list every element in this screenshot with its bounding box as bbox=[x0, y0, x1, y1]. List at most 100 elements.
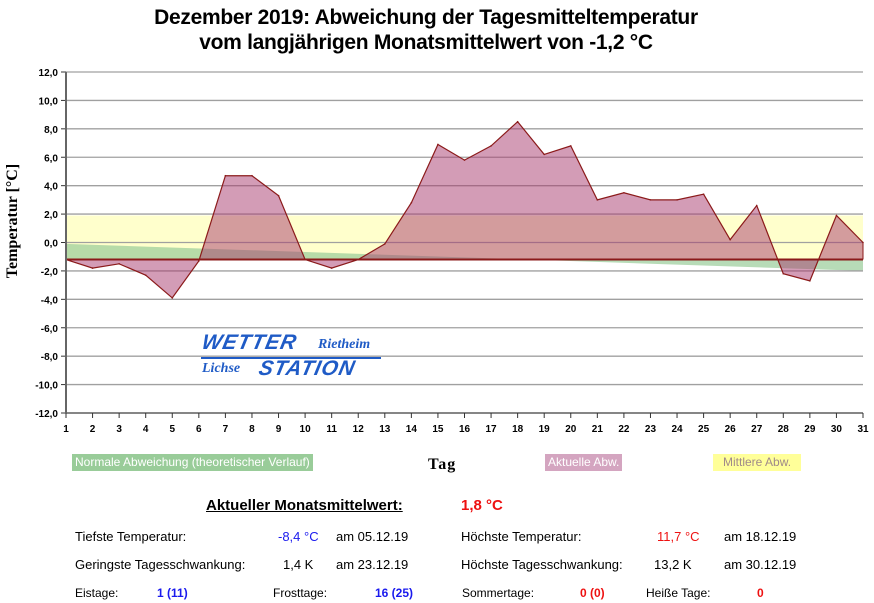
legend-normal: Normale Abweichung (theoretischer Verlau… bbox=[72, 454, 313, 471]
chart-subtitle: vom langjährigen Monatsmittelwert von -1… bbox=[199, 31, 653, 54]
actual-area bbox=[66, 121, 863, 298]
eistage-value: 1 (11) bbox=[157, 586, 188, 600]
chart-area: 12,0 10,0 8,0 6,0 4,0 2,0 0,0 -2,0 -4,0 -6,0 -8,0 -… bbox=[35, 68, 869, 435]
min-temp-label: Tiefste Temperatur: bbox=[75, 529, 187, 544]
heisse-tage-value: 0 bbox=[757, 586, 764, 600]
y-tick-label: -8,0 bbox=[41, 352, 59, 363]
logo-wetter: WETTER bbox=[199, 331, 300, 354]
data-point-day-24 bbox=[676, 199, 678, 201]
x-tick-label: 17 bbox=[486, 424, 498, 435]
data-point-day-13 bbox=[384, 243, 386, 245]
x-tick-label: 5 bbox=[169, 424, 175, 435]
max-temp-date: am 18.12.19 bbox=[724, 529, 797, 544]
max-swing-date: am 30.12.19 bbox=[724, 557, 797, 572]
y-tick-label: -6,0 bbox=[41, 324, 59, 335]
x-tick-label: 15 bbox=[432, 424, 444, 435]
logo-lichse: Lichse bbox=[202, 361, 241, 376]
data-point-day-15 bbox=[437, 143, 439, 146]
x-tick-label: 28 bbox=[778, 424, 790, 435]
y-tick-label: -10,0 bbox=[35, 381, 58, 392]
eistage-label: Eistage: bbox=[75, 586, 119, 600]
logo-divider bbox=[201, 357, 381, 359]
y-tick-label: 2,0 bbox=[44, 210, 58, 221]
x-tick-label: 8 bbox=[249, 424, 255, 435]
x-tick-label: 22 bbox=[618, 424, 630, 435]
x-tick-label: 2 bbox=[90, 424, 96, 435]
logo-station: STATION bbox=[256, 357, 358, 380]
x-tick-label: 24 bbox=[671, 424, 683, 435]
y-tick-label: -2,0 bbox=[41, 267, 59, 278]
data-point-day-5 bbox=[171, 297, 174, 299]
y-tick-label: 12,0 bbox=[39, 68, 59, 79]
min-swing-date: am 23.12.19 bbox=[336, 557, 409, 572]
x-tick-label: 27 bbox=[751, 424, 763, 435]
x-tick-label: 14 bbox=[406, 424, 418, 435]
x-tick-label: 21 bbox=[592, 424, 604, 435]
y-tick-label: 10,0 bbox=[39, 96, 59, 107]
x-tick-label: 12 bbox=[353, 424, 365, 435]
min-temp-date: am 05.12.19 bbox=[336, 529, 409, 544]
x-tick-label: 13 bbox=[379, 424, 391, 435]
x-tick-label: 6 bbox=[196, 424, 202, 435]
data-point-day-26 bbox=[729, 238, 731, 241]
data-point-day-11 bbox=[330, 267, 333, 269]
y-tick-label: 8,0 bbox=[44, 125, 58, 136]
x-tick-label: 3 bbox=[116, 424, 122, 435]
x-tick-label: 16 bbox=[459, 424, 471, 435]
monthly-mean-label: Aktueller Monatsmittelwert: bbox=[206, 497, 403, 514]
data-point-day-7 bbox=[224, 174, 227, 177]
data-point-day-27 bbox=[755, 204, 758, 207]
data-point-day-22 bbox=[623, 191, 625, 194]
max-temp-label: Höchste Temperatur: bbox=[461, 529, 582, 544]
x-tick-label: 10 bbox=[300, 424, 312, 435]
data-point-day-30 bbox=[835, 214, 838, 217]
data-point-day-25 bbox=[702, 193, 705, 195]
y-tick-label: 4,0 bbox=[44, 182, 58, 193]
data-point-day-6 bbox=[198, 260, 200, 262]
x-tick-label: 20 bbox=[565, 424, 577, 435]
data-point-day-18 bbox=[516, 120, 519, 123]
x-tick-label: 7 bbox=[223, 424, 229, 435]
max-swing-value: 13,2 K bbox=[654, 557, 692, 572]
chart-title: Dezember 2019: Abweichung der Tagesmitte… bbox=[154, 6, 698, 29]
x-tick-label: 30 bbox=[831, 424, 843, 435]
data-point-day-8 bbox=[251, 174, 253, 177]
data-point-day-29 bbox=[809, 280, 811, 282]
data-point-day-16 bbox=[463, 159, 466, 161]
wetterstation-logo: WETTER Rietheim Lichse STATION bbox=[199, 331, 383, 383]
logo-rietheim: Rietheim bbox=[318, 337, 371, 352]
x-tick-label: 9 bbox=[276, 424, 282, 435]
legend-mean: Mittlere Abw. bbox=[713, 454, 802, 471]
sommertage-label: Sommertage: bbox=[462, 586, 535, 600]
heisse-tage-label: Heiße Tage: bbox=[646, 586, 711, 600]
data-point-day-21 bbox=[596, 199, 599, 201]
min-swing-label: Geringste Tagesschwankung: bbox=[75, 557, 246, 572]
y-axis-label: Temperatur [°C] bbox=[4, 163, 21, 279]
x-tick-label: 31 bbox=[857, 424, 869, 435]
sommertage-value: 0 (0) bbox=[580, 586, 605, 600]
x-tick-label: 25 bbox=[698, 424, 710, 435]
data-point-day-20 bbox=[569, 145, 572, 147]
x-tick-label: 26 bbox=[725, 424, 737, 435]
x-axis-label: Tag bbox=[428, 456, 457, 473]
y-tick-label: 0,0 bbox=[44, 239, 58, 250]
max-temp-value: 11,7 °C bbox=[657, 529, 700, 544]
y-tick-label: -4,0 bbox=[41, 295, 59, 306]
data-point-day-23 bbox=[649, 199, 652, 201]
legend-actual: Aktuelle Abw. bbox=[545, 454, 623, 471]
data-point-day-9 bbox=[277, 194, 280, 197]
data-point-day-17 bbox=[490, 145, 492, 147]
x-tick-label: 1 bbox=[63, 424, 69, 435]
x-tick-label: 29 bbox=[804, 424, 816, 435]
x-tick-label: 19 bbox=[539, 424, 551, 435]
frosttage-label: Frosttage: bbox=[273, 586, 328, 600]
max-swing-label: Höchste Tagesschwankung: bbox=[461, 557, 623, 572]
data-point-day-2 bbox=[91, 267, 94, 269]
min-temp-value: -8,4 °C bbox=[278, 529, 319, 544]
frosttage-value: 16 (25) bbox=[375, 586, 414, 600]
x-tick-label: 23 bbox=[645, 424, 657, 435]
x-tick-label: 18 bbox=[512, 424, 524, 435]
data-point-day-14 bbox=[410, 201, 413, 204]
data-point-day-19 bbox=[543, 153, 545, 156]
x-tick-label: 4 bbox=[143, 424, 149, 435]
